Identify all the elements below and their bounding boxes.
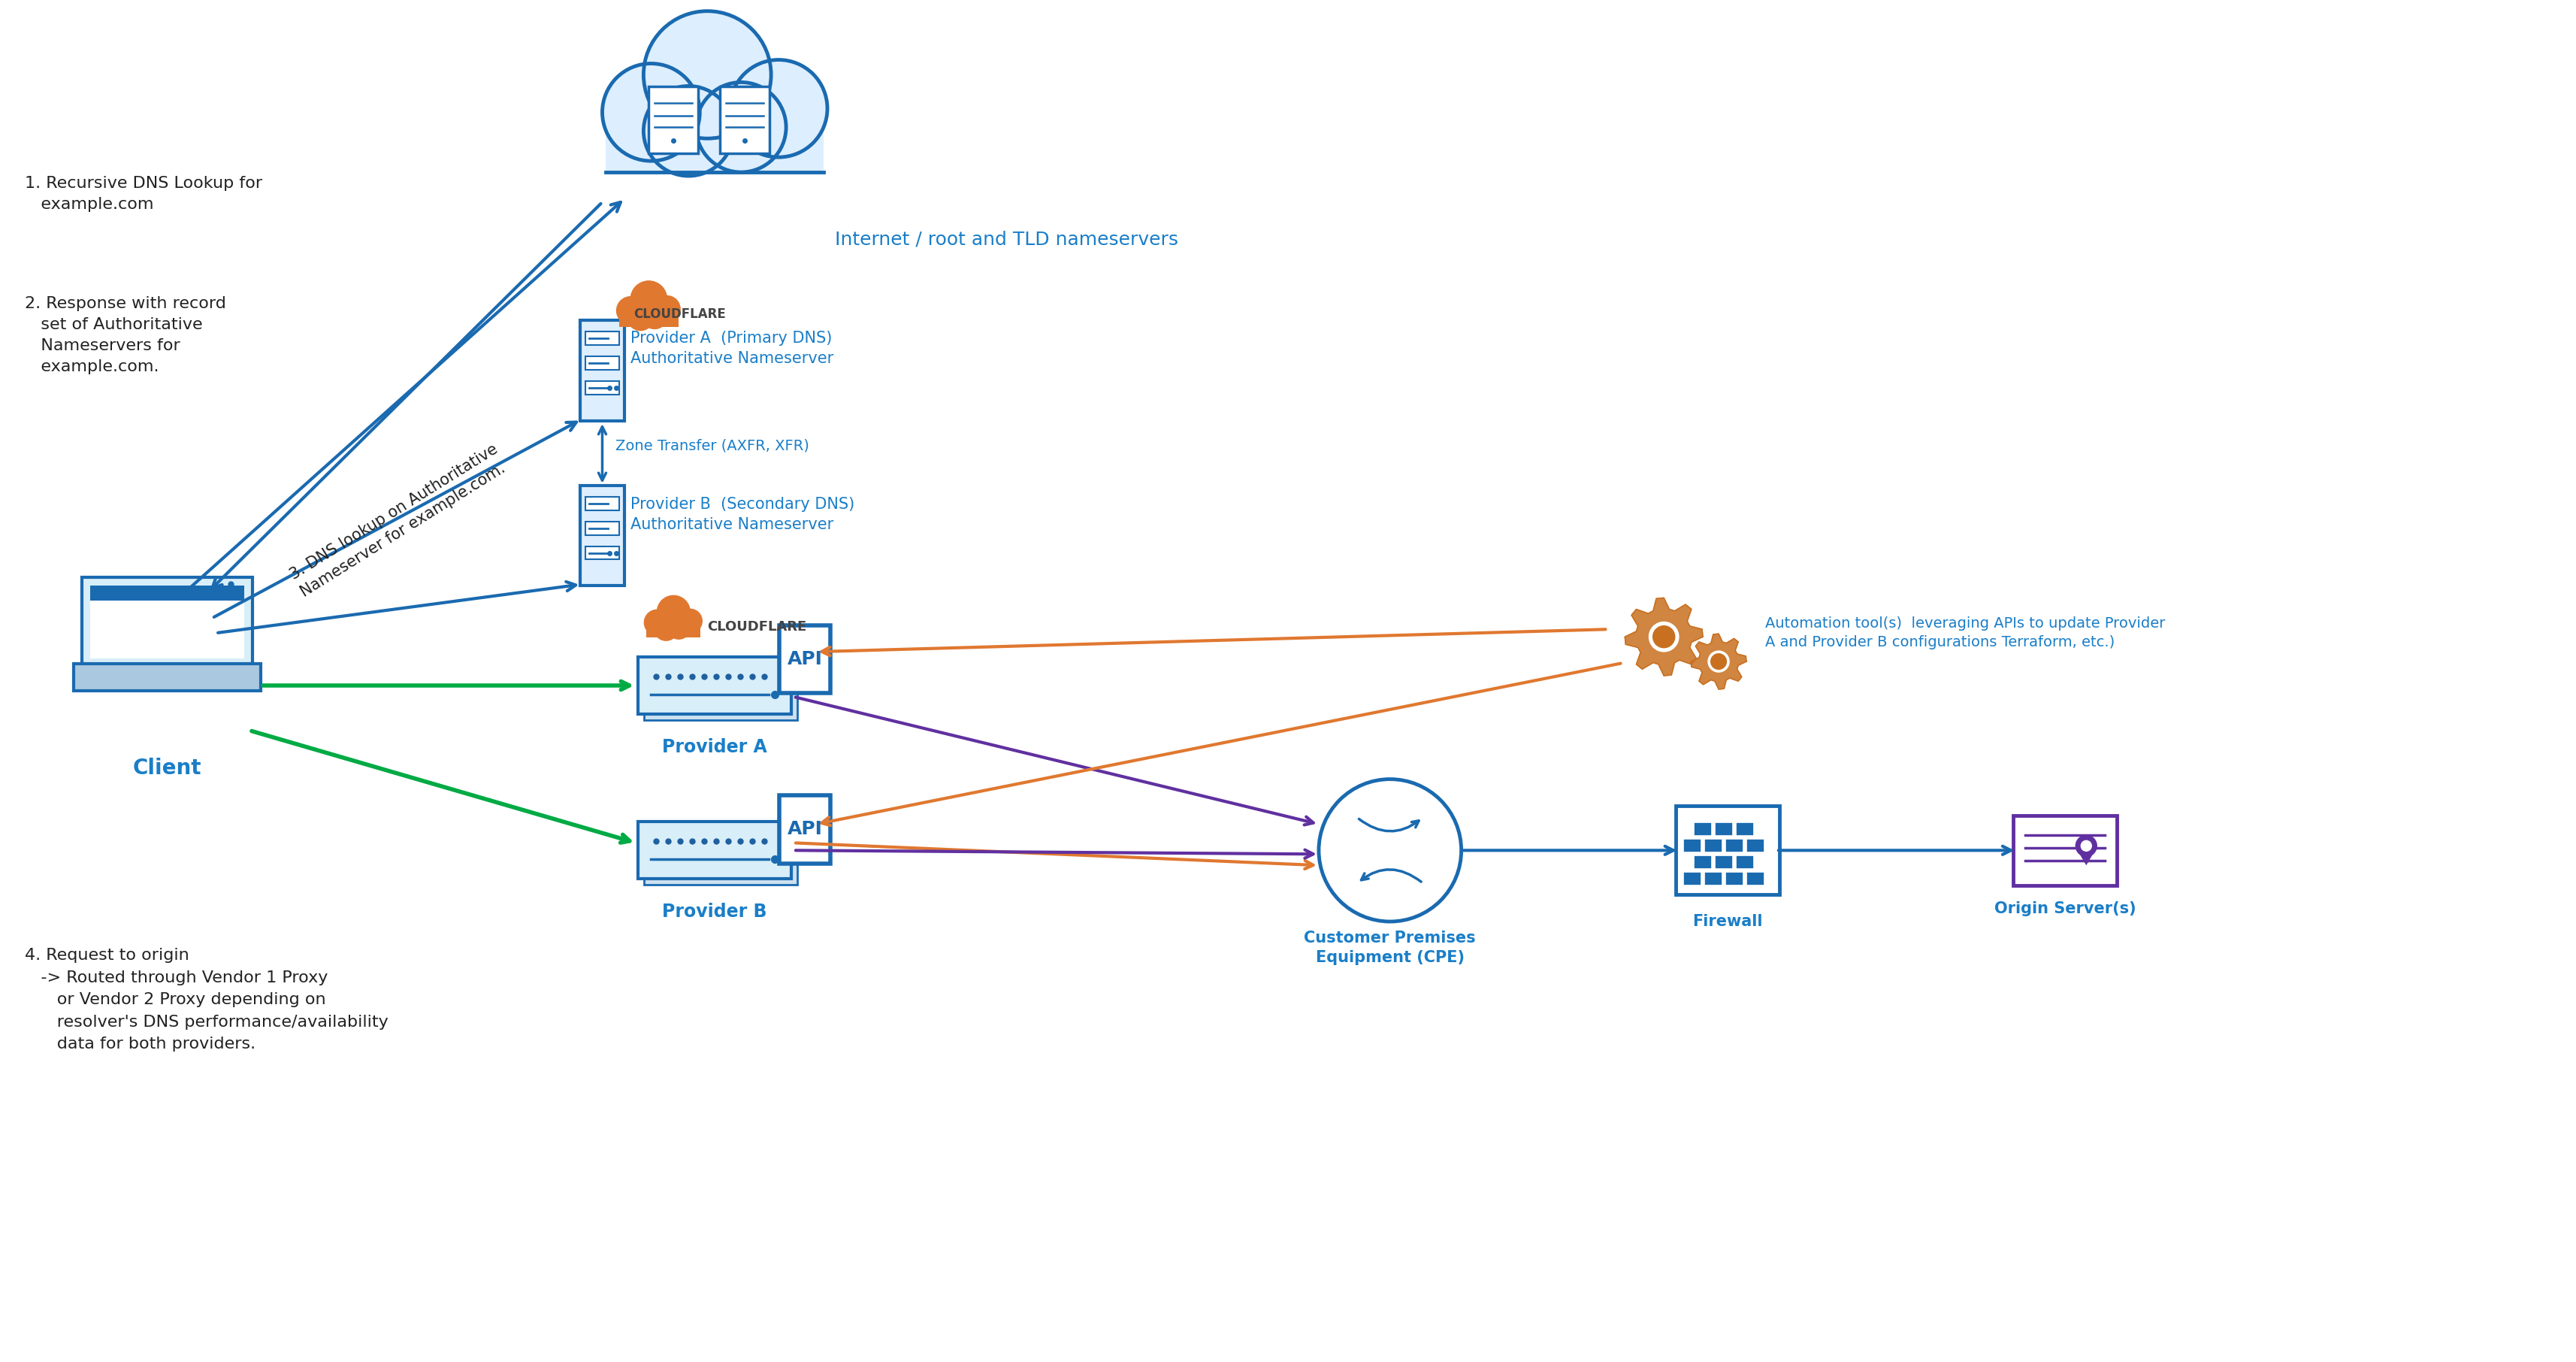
FancyBboxPatch shape	[1695, 823, 1713, 836]
Circle shape	[2081, 840, 2092, 851]
Circle shape	[696, 82, 786, 172]
Circle shape	[2076, 835, 2097, 857]
FancyBboxPatch shape	[1677, 806, 1780, 895]
Text: Provider B: Provider B	[662, 903, 768, 921]
Circle shape	[1649, 622, 1680, 651]
FancyBboxPatch shape	[1736, 823, 1754, 836]
FancyBboxPatch shape	[580, 485, 623, 586]
Circle shape	[657, 595, 690, 628]
FancyBboxPatch shape	[580, 320, 623, 421]
Circle shape	[644, 610, 670, 635]
FancyBboxPatch shape	[618, 315, 677, 327]
Polygon shape	[1690, 633, 1747, 689]
FancyBboxPatch shape	[644, 663, 799, 720]
Circle shape	[1710, 654, 1726, 669]
FancyBboxPatch shape	[781, 625, 829, 693]
FancyBboxPatch shape	[2014, 816, 2117, 885]
FancyBboxPatch shape	[1716, 823, 1734, 836]
FancyBboxPatch shape	[1682, 839, 1700, 853]
Circle shape	[644, 86, 734, 176]
FancyBboxPatch shape	[82, 577, 252, 667]
Circle shape	[644, 11, 770, 139]
FancyBboxPatch shape	[585, 332, 618, 346]
Circle shape	[631, 281, 667, 317]
FancyBboxPatch shape	[72, 663, 260, 691]
FancyBboxPatch shape	[1726, 839, 1744, 853]
FancyBboxPatch shape	[1695, 855, 1713, 869]
Text: Client: Client	[134, 757, 201, 779]
Circle shape	[729, 60, 827, 157]
FancyBboxPatch shape	[585, 497, 618, 511]
Circle shape	[641, 302, 667, 328]
FancyBboxPatch shape	[585, 381, 618, 395]
Text: 1. Recursive DNS Lookup for
   example.com: 1. Recursive DNS Lookup for example.com	[26, 176, 263, 212]
Circle shape	[654, 296, 680, 323]
FancyBboxPatch shape	[585, 357, 618, 370]
FancyBboxPatch shape	[1716, 855, 1734, 869]
Circle shape	[667, 616, 690, 639]
Text: Origin Server(s): Origin Server(s)	[1994, 902, 2136, 917]
FancyBboxPatch shape	[1747, 839, 1765, 853]
FancyBboxPatch shape	[639, 821, 791, 878]
FancyBboxPatch shape	[605, 124, 824, 172]
FancyBboxPatch shape	[781, 795, 829, 864]
Circle shape	[616, 297, 644, 324]
FancyBboxPatch shape	[647, 625, 701, 637]
Circle shape	[629, 304, 654, 331]
FancyBboxPatch shape	[90, 586, 245, 601]
Text: Provider A  (Primary DNS)
Authoritative Nameserver: Provider A (Primary DNS) Authoritative N…	[631, 331, 835, 366]
FancyBboxPatch shape	[1705, 872, 1723, 885]
Text: Customer Premises
Equipment (CPE): Customer Premises Equipment (CPE)	[1303, 930, 1476, 966]
Polygon shape	[1625, 598, 1703, 676]
FancyBboxPatch shape	[1736, 855, 1754, 869]
Polygon shape	[2079, 853, 2094, 865]
Text: API: API	[788, 650, 822, 669]
FancyBboxPatch shape	[585, 522, 618, 535]
FancyBboxPatch shape	[721, 86, 770, 153]
Text: Provider A: Provider A	[662, 738, 768, 756]
Text: 3. DNS lookup on Authoritative
Nameserver for example.com.: 3. DNS lookup on Authoritative Nameserve…	[286, 441, 510, 599]
FancyBboxPatch shape	[1705, 839, 1723, 853]
Text: API: API	[788, 820, 822, 839]
Text: CLOUDFLARE: CLOUDFLARE	[708, 620, 806, 633]
FancyBboxPatch shape	[1747, 872, 1765, 885]
Text: Provider B  (Secondary DNS)
Authoritative Nameserver: Provider B (Secondary DNS) Authoritative…	[631, 497, 855, 533]
FancyBboxPatch shape	[644, 828, 799, 885]
Circle shape	[1319, 779, 1461, 922]
Circle shape	[654, 617, 677, 640]
Text: Zone Transfer (AXFR, XFR): Zone Transfer (AXFR, XFR)	[616, 439, 809, 452]
Circle shape	[1654, 627, 1674, 648]
Text: Internet / root and TLD nameservers: Internet / root and TLD nameservers	[835, 230, 1177, 249]
Text: CLOUDFLARE: CLOUDFLARE	[634, 306, 726, 320]
Text: 4. Request to origin
   -> Routed through Vendor 1 Proxy
      or Vendor 2 Proxy: 4. Request to origin -> Routed through V…	[26, 948, 389, 1051]
Text: Firewall: Firewall	[1692, 914, 1762, 929]
Text: 2. Response with record
   set of Authoritative
   Nameservers for
   example.co: 2. Response with record set of Authorita…	[26, 296, 227, 375]
Circle shape	[1708, 651, 1728, 671]
FancyBboxPatch shape	[639, 656, 791, 714]
Circle shape	[677, 609, 703, 633]
FancyBboxPatch shape	[90, 591, 245, 658]
FancyBboxPatch shape	[1726, 872, 1744, 885]
FancyBboxPatch shape	[649, 86, 698, 153]
FancyBboxPatch shape	[1682, 872, 1700, 885]
Circle shape	[603, 64, 701, 161]
FancyBboxPatch shape	[585, 546, 618, 560]
Text: Automation tool(s)  leveraging APIs to update Provider
A and Provider B configur: Automation tool(s) leveraging APIs to up…	[1765, 617, 2166, 650]
